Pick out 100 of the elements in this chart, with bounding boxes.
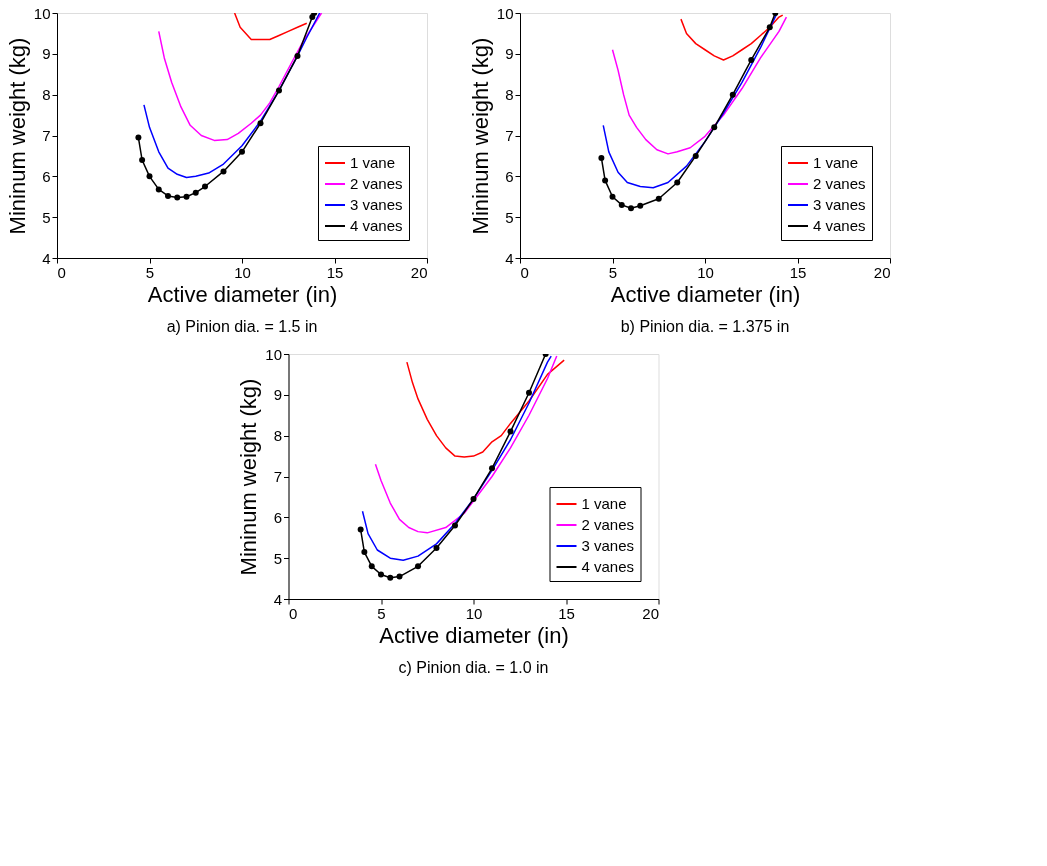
text: a) Pinion dia. = 1.5 in bbox=[166, 318, 318, 335]
y-axis-title: Mininum weight (kg) bbox=[467, 37, 493, 235]
point bbox=[526, 389, 532, 396]
x-tick-label: 20 bbox=[642, 604, 659, 622]
line-series bbox=[680, 14, 784, 61]
x-tick-label: 20 bbox=[410, 263, 428, 281]
y-axis-title: Mininum weight (kg) bbox=[236, 378, 262, 576]
legend-label: 1 vane bbox=[813, 154, 859, 171]
y-tick-label: 4 bbox=[505, 249, 514, 267]
y-tick-label: 8 bbox=[273, 427, 282, 445]
legend-label: 3 vanes bbox=[350, 196, 403, 213]
x-tick-label: 0 bbox=[289, 604, 298, 622]
point bbox=[452, 522, 458, 529]
y-tick-label: 9 bbox=[273, 386, 282, 404]
x-tick-label: 20 bbox=[873, 263, 891, 281]
point bbox=[220, 168, 227, 175]
text: b) Pinion dia. = 1.375 in bbox=[620, 318, 790, 335]
point bbox=[748, 56, 755, 63]
line-series bbox=[233, 13, 308, 41]
point bbox=[368, 563, 375, 570]
point bbox=[729, 91, 736, 98]
y-tick-label: 8 bbox=[42, 86, 51, 104]
point bbox=[618, 201, 625, 208]
x-tick-label: 5 bbox=[377, 604, 386, 622]
point bbox=[433, 544, 440, 551]
y-tick-label: 6 bbox=[505, 167, 514, 185]
point bbox=[135, 134, 142, 141]
point bbox=[628, 205, 634, 212]
point bbox=[174, 194, 181, 201]
legend-label: 2 vanes bbox=[813, 175, 866, 192]
y-tick-label: 6 bbox=[42, 167, 51, 185]
x-axis-title: Active diameter (in) bbox=[147, 281, 338, 307]
y-tick-label: 6 bbox=[273, 508, 282, 526]
y-tick-label: 7 bbox=[42, 127, 51, 144]
point bbox=[361, 549, 368, 556]
point bbox=[294, 52, 301, 59]
x-tick-label: 5 bbox=[608, 263, 618, 281]
y-tick-label: 8 bbox=[505, 86, 514, 104]
y-tick-label: 9 bbox=[42, 45, 51, 63]
point bbox=[692, 152, 699, 159]
point bbox=[387, 574, 394, 581]
point bbox=[396, 573, 403, 580]
x-tick-label: 10 bbox=[697, 263, 714, 281]
x-tick-label: 10 bbox=[234, 263, 251, 281]
point bbox=[257, 120, 264, 127]
text: c) Pinion dia. = 1.0 in bbox=[398, 659, 549, 676]
legend-label: 1 vane bbox=[581, 495, 627, 512]
x-tick-label: 0 bbox=[57, 263, 66, 281]
point bbox=[609, 193, 616, 200]
point bbox=[276, 87, 282, 94]
point bbox=[655, 195, 662, 202]
point bbox=[507, 428, 514, 435]
x-tick-label: 0 bbox=[520, 263, 529, 281]
x-axis-title: Active diameter (in) bbox=[379, 622, 569, 648]
point bbox=[489, 465, 495, 472]
point bbox=[146, 173, 153, 180]
point bbox=[155, 186, 162, 193]
legend-label: 4 vanes bbox=[350, 217, 403, 234]
legend-label: 3 vanes bbox=[581, 537, 635, 554]
line-series bbox=[611, 16, 788, 155]
point bbox=[192, 189, 199, 196]
point bbox=[711, 124, 718, 131]
y-tick-label: 5 bbox=[505, 208, 514, 226]
x-tick-label: 15 bbox=[326, 263, 344, 281]
y-tick-label: 7 bbox=[273, 468, 282, 485]
line-series bbox=[158, 13, 323, 142]
line-series bbox=[374, 355, 558, 534]
y-tick-label: 10 bbox=[33, 4, 51, 22]
legend-label: 3 vanes bbox=[813, 196, 866, 213]
point bbox=[378, 571, 384, 578]
point bbox=[139, 157, 146, 163]
x-tick-label: 15 bbox=[558, 604, 575, 622]
y-tick-label: 7 bbox=[505, 127, 514, 144]
y-tick-label: 4 bbox=[273, 590, 282, 608]
point bbox=[470, 495, 477, 502]
point bbox=[674, 179, 681, 186]
point bbox=[239, 148, 245, 155]
point bbox=[165, 192, 171, 199]
point bbox=[766, 24, 773, 31]
point bbox=[357, 526, 364, 533]
line-series bbox=[406, 359, 565, 458]
legend-label: 4 vanes bbox=[581, 558, 635, 575]
legend-label: 2 vanes bbox=[350, 175, 403, 192]
legend-label: 1 vane bbox=[350, 154, 396, 171]
y-tick-label: 5 bbox=[42, 208, 51, 226]
point bbox=[183, 193, 190, 200]
x-axis-title: Active diameter (in) bbox=[610, 281, 801, 307]
x-tick-label: 10 bbox=[465, 604, 483, 622]
point bbox=[415, 563, 421, 570]
point bbox=[637, 202, 644, 209]
y-tick-label: 5 bbox=[273, 549, 282, 567]
y-tick-label: 4 bbox=[42, 249, 51, 267]
y-tick-label: 9 bbox=[505, 45, 514, 63]
x-tick-label: 5 bbox=[145, 263, 155, 281]
x-tick-label: 15 bbox=[789, 263, 807, 281]
y-tick-label: 10 bbox=[265, 345, 282, 363]
legend-label: 2 vanes bbox=[581, 516, 635, 533]
y-axis-title: Mininum weight (kg) bbox=[4, 37, 30, 235]
point bbox=[598, 154, 605, 161]
point bbox=[602, 177, 609, 184]
